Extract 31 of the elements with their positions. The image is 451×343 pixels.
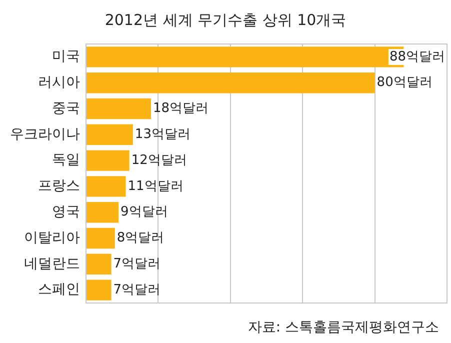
y-tick-label: 이탈리아 (24, 230, 80, 246)
data-label: 7억달러 (113, 256, 161, 272)
y-tick-label: 프랑스 (38, 178, 80, 194)
bar (86, 228, 115, 249)
y-tick-label: 스페인 (38, 282, 80, 298)
data-label: 88억달러 (389, 49, 446, 64)
data-label: 11억달러 (128, 178, 184, 194)
data-label: 13억달러 (134, 127, 190, 142)
data-label: 18억달러 (152, 101, 209, 116)
bar (86, 280, 112, 300)
y-tick-label: 중국 (52, 100, 80, 116)
bar (86, 72, 375, 94)
text: 자료: 스톡홀름국제평화연구소 (248, 320, 439, 336)
bar (86, 98, 151, 120)
bar (86, 176, 126, 197)
y-tick-label: 독일 (52, 152, 80, 168)
y-tick-label: 미국 (52, 48, 80, 65)
data-label: 8억달러 (116, 230, 164, 246)
bar (86, 202, 118, 223)
bar (86, 124, 133, 146)
data-label: 9억달러 (120, 204, 168, 220)
data-label: 80억달러 (376, 75, 432, 90)
y-tick-label: 러시아 (38, 74, 80, 90)
bar (86, 150, 130, 171)
data-label: 12억달러 (131, 152, 187, 168)
y-tick-label: 네덜란드 (24, 256, 80, 272)
y-tick-label: 우크라이나 (10, 126, 80, 142)
data-label: 7억달러 (113, 282, 161, 298)
y-tick-label: 영국 (52, 204, 80, 220)
chart-title: 2012년 세계 무기수출 상위 10개국 (104, 10, 346, 29)
bar (86, 254, 112, 275)
